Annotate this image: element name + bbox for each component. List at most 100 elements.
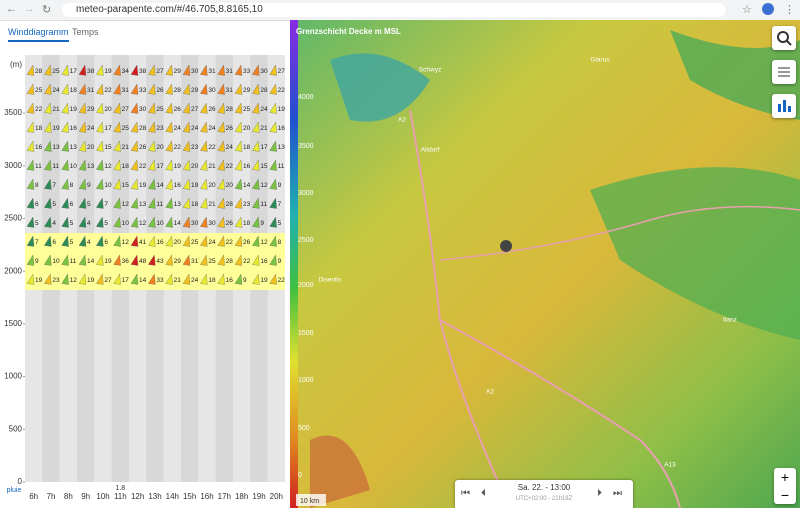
wind-arrow [96, 273, 104, 285]
wind-speed: 4 [87, 239, 91, 246]
reload[interactable]: ↻ [42, 4, 52, 16]
wind-arrow [165, 140, 173, 152]
wind-speed: 28 [226, 201, 234, 208]
wind-arrow [234, 197, 243, 209]
wind-speed: 19 [87, 277, 95, 284]
tab[interactable]: Winddiagramm [8, 27, 69, 42]
legend-title: Grenzschicht Decke m MSL [296, 27, 401, 36]
wind-speed: 9 [278, 182, 282, 189]
wind-speed: 20 [208, 182, 216, 189]
chart-button[interactable] [772, 94, 796, 118]
wind-speed: 25 [52, 68, 60, 75]
bookmark[interactable]: ☆ [742, 4, 752, 16]
prev[interactable]: ⏴ [481, 488, 486, 499]
wind-speed: 31 [122, 87, 130, 94]
wind-arrow [61, 273, 69, 285]
url-bar[interactable]: meteo-parapente.com/#/46.705,8.8165,10 [62, 3, 726, 17]
wind-arrow [200, 216, 208, 228]
wind-speed: 22 [139, 163, 147, 170]
wind-speed: 24 [226, 144, 234, 151]
wind-speed: 10 [156, 220, 164, 227]
profile[interactable] [762, 3, 774, 15]
wind-arrow [148, 254, 156, 266]
wind-arrow [165, 102, 173, 114]
first[interactable]: ⏮ [461, 488, 470, 499]
wind-speed: 12 [260, 182, 268, 189]
wind-speed: 26 [174, 106, 182, 113]
wind-arrow [78, 159, 87, 171]
wind-arrow [26, 178, 35, 190]
wind-speed: 19 [278, 106, 286, 113]
menu[interactable]: ⋮ [784, 4, 795, 16]
wind-speed: 22 [243, 258, 251, 265]
wind-arrow [200, 273, 208, 285]
wind-arrow [182, 235, 191, 247]
search-button[interactable] [772, 26, 796, 50]
wind-arrow [200, 254, 208, 266]
rain-value: 1.8 [115, 485, 125, 492]
wind-arrow [252, 235, 260, 247]
wind-speed: 23 [52, 277, 60, 284]
wind-arrow [44, 254, 52, 266]
back[interactable]: ← [6, 3, 17, 15]
wind-diagram: 28 25 17 38 19 34 38 27 29 30 31 31 33 30 27 25 24 18 31 22… [4, 55, 286, 501]
settings-button[interactable] [772, 60, 796, 84]
wind-speed: 30 [260, 68, 268, 75]
wind-arrow [78, 140, 87, 152]
wind-speed: 17 [260, 144, 268, 151]
wind-arrow [44, 102, 52, 114]
wind-speed: 31 [208, 68, 216, 75]
wind-speed: 19 [260, 277, 268, 284]
wind-speed: 11 [35, 163, 42, 170]
wind-speed: 21 [208, 201, 216, 208]
wind-speed: 16 [226, 277, 234, 284]
wind-speed: 19 [191, 182, 199, 189]
x-tick-label: 16h [200, 492, 213, 501]
wind-speed: 11 [278, 163, 285, 170]
zoom-in[interactable]: + [780, 469, 790, 485]
wind-speed: 25 [208, 258, 216, 265]
forward[interactable]: → [24, 3, 35, 15]
wind-arrow [269, 83, 277, 95]
wind-speed: 31 [87, 87, 95, 94]
wind-arrow [269, 197, 277, 209]
wind-speed: 25 [156, 106, 164, 113]
wind-speed: 33 [139, 87, 147, 94]
wind-speed: 15 [104, 144, 112, 151]
wind-arrow [78, 216, 87, 228]
wind-speed: 16 [35, 144, 43, 151]
wind-arrow [217, 102, 225, 114]
place-label: Glarus [590, 57, 610, 64]
wind-speed: 20 [104, 106, 112, 113]
legend-tick: 1500 [298, 330, 314, 337]
place-label: A2 [398, 117, 406, 124]
wind-arrow [165, 159, 173, 171]
wind-speed: 28 [260, 87, 268, 94]
wind-speed: 24 [260, 106, 268, 113]
wind-arrow [26, 121, 35, 133]
wind-speed: 29 [243, 87, 251, 94]
wind-speed: 24 [208, 239, 216, 246]
wind-speed: 14 [243, 182, 251, 189]
wind-speed: 5 [104, 220, 108, 227]
last[interactable]: ⏭ [613, 488, 622, 499]
zoom-out[interactable]: − [780, 487, 790, 503]
wind-arrow [44, 83, 52, 95]
wind-arrow [252, 216, 260, 228]
next[interactable]: ⏵ [597, 488, 602, 499]
wind-speed: 9 [87, 182, 91, 189]
wind-arrow [269, 140, 277, 152]
wind-speed: 13 [52, 144, 60, 151]
wind-speed: 26 [243, 239, 251, 246]
wind-arrow [78, 83, 87, 95]
wind-speed: 27 [191, 106, 199, 113]
wind-arrow [269, 273, 277, 285]
wind-arrow [200, 64, 208, 76]
wind-speed: 28 [174, 87, 182, 94]
wind-arrow [182, 216, 191, 228]
wind-arrow [78, 121, 87, 133]
wind-arrow [234, 140, 243, 152]
wind-speed: 29 [174, 258, 182, 265]
tab[interactable]: Temps [72, 27, 99, 37]
